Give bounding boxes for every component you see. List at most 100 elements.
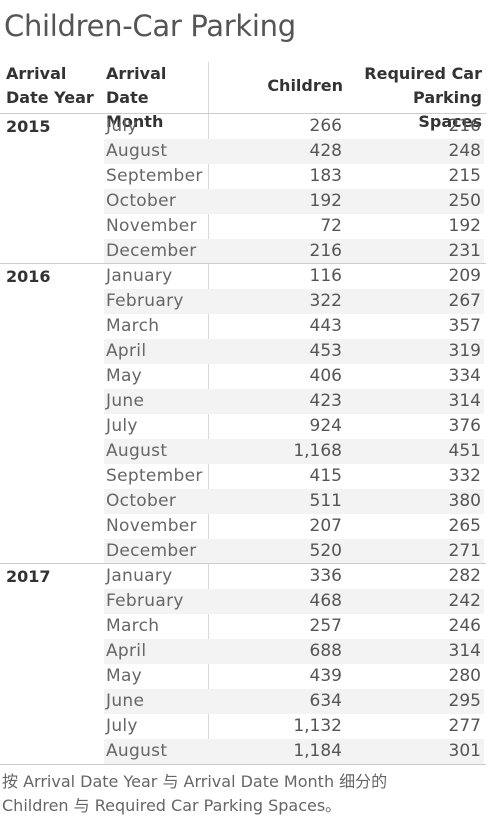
table-row[interactable]: February 322 267	[0, 289, 486, 314]
table-row[interactable]: November 72 192	[0, 214, 486, 239]
children-cell: 924	[309, 416, 342, 436]
parking-cell: 209	[448, 266, 481, 286]
month-cell: February	[106, 291, 184, 311]
header-divider	[0, 113, 486, 114]
month-cell: April	[106, 341, 147, 361]
row-band	[104, 289, 484, 314]
parking-cell: 250	[448, 191, 481, 211]
children-cell: 216	[309, 241, 342, 261]
header-arrival-date-year[interactable]: Arrival Date Year	[6, 62, 102, 114]
caption-line-1: 按 Arrival Date Year 与 Arrival Date Month…	[2, 772, 388, 791]
month-cell: July	[106, 416, 138, 436]
parking-cell: 277	[448, 716, 481, 736]
children-cell: 257	[309, 616, 342, 636]
table-row[interactable]: 2015 July 266 216	[0, 114, 486, 139]
table-row[interactable]: August 428 248	[0, 139, 486, 164]
table-row[interactable]: June 634 295	[0, 689, 486, 714]
month-cell: November	[106, 216, 197, 236]
header-children[interactable]: Children	[267, 76, 343, 95]
month-cell: July	[106, 716, 138, 736]
month-cell: March	[106, 616, 160, 636]
children-cell: 634	[309, 691, 342, 711]
table-row[interactable]: July 924 376	[0, 414, 486, 439]
parking-cell: 332	[448, 466, 481, 486]
row-band	[104, 389, 484, 414]
table-row[interactable]: May 406 334	[0, 364, 486, 389]
children-cell: 415	[309, 466, 342, 486]
children-cell: 428	[309, 141, 342, 161]
table-body: 2015 July 266 216 August 428 248 September 183 21…	[0, 114, 486, 765]
row-band	[104, 689, 484, 714]
children-cell: 423	[309, 391, 342, 411]
table-row[interactable]: August 1,184 301	[0, 739, 486, 764]
parking-cell: 215	[448, 166, 481, 186]
children-cell: 336	[309, 566, 342, 586]
parking-cell: 334	[448, 366, 481, 386]
table-row[interactable]: November 207 265	[0, 514, 486, 539]
children-cell: 688	[309, 641, 342, 661]
children-cell: 511	[309, 491, 342, 511]
row-band	[104, 589, 484, 614]
children-cell: 443	[309, 316, 342, 336]
row-band	[104, 439, 484, 464]
table-row[interactable]: December 216 231	[0, 239, 486, 264]
parking-cell: 314	[448, 641, 481, 661]
month-cell: August	[106, 441, 168, 461]
table-row[interactable]: September 183 215	[0, 164, 486, 189]
header-required-car-parking-spaces[interactable]: Required Car Parking Spaces	[345, 62, 482, 131]
table-row[interactable]: March 257 246	[0, 614, 486, 639]
children-cell: 406	[309, 366, 342, 386]
month-cell: January	[106, 566, 173, 586]
month-cell: August	[106, 741, 168, 761]
row-band	[104, 639, 484, 664]
parking-cell: 376	[448, 416, 481, 436]
parking-cell: 192	[448, 216, 481, 236]
table-row[interactable]: March 443 357	[0, 314, 486, 339]
row-band	[104, 139, 484, 164]
table-row[interactable]: September 415 332	[0, 464, 486, 489]
children-cell: 192	[309, 191, 342, 211]
header-year-line-1: Arrival	[6, 64, 67, 83]
parking-cell: 271	[448, 541, 481, 561]
children-cell: 266	[309, 116, 342, 136]
parking-cell: 267	[448, 291, 481, 311]
header-month-line-1: Arrival Date	[106, 64, 167, 107]
table-row[interactable]: July 1,132 277	[0, 714, 486, 739]
table-row[interactable]: April 453 319	[0, 339, 486, 364]
month-cell: March	[106, 316, 160, 336]
month-cell: April	[106, 641, 147, 661]
table-row[interactable]: October 511 380	[0, 489, 486, 514]
children-cell: 439	[309, 666, 342, 686]
group-divider	[0, 563, 486, 564]
month-cell: June	[106, 391, 145, 411]
children-cell: 468	[309, 591, 342, 611]
parking-cell: 265	[448, 516, 481, 536]
header-arrival-date-month[interactable]: Arrival Date Month	[106, 62, 208, 131]
table-row[interactable]: August 1,168 451	[0, 439, 486, 464]
table-row[interactable]: June 423 314	[0, 389, 486, 414]
month-cell: September	[106, 166, 203, 186]
parking-cell: 282	[448, 566, 481, 586]
header-year-line-2: Date Year	[6, 88, 94, 107]
table-caption: 按 Arrival Date Year 与 Arrival Date Month…	[2, 770, 482, 818]
row-band	[104, 539, 484, 564]
table-row[interactable]: April 688 314	[0, 639, 486, 664]
parking-cell: 380	[448, 491, 481, 511]
parking-cell: 280	[448, 666, 481, 686]
table-row[interactable]: October 192 250	[0, 189, 486, 214]
header-month-line-2: Month	[106, 112, 164, 131]
table-row[interactable]: 2017 January 336 282	[0, 564, 486, 589]
parking-cell: 231	[448, 241, 481, 261]
parking-cell: 319	[448, 341, 481, 361]
caption-line-2: Children 与 Required Car Parking Spaces。	[2, 796, 342, 815]
group-divider	[0, 263, 486, 264]
row-band	[104, 739, 484, 764]
table-row[interactable]: February 468 242	[0, 589, 486, 614]
table-row[interactable]: May 439 280	[0, 664, 486, 689]
row-band	[104, 239, 484, 264]
chart-title: Children-Car Parking	[4, 9, 296, 43]
children-cell: 72	[320, 216, 342, 236]
row-band	[104, 339, 484, 364]
table-row[interactable]: 2016 January 116 209	[0, 264, 486, 289]
table-row[interactable]: December 520 271	[0, 539, 486, 564]
